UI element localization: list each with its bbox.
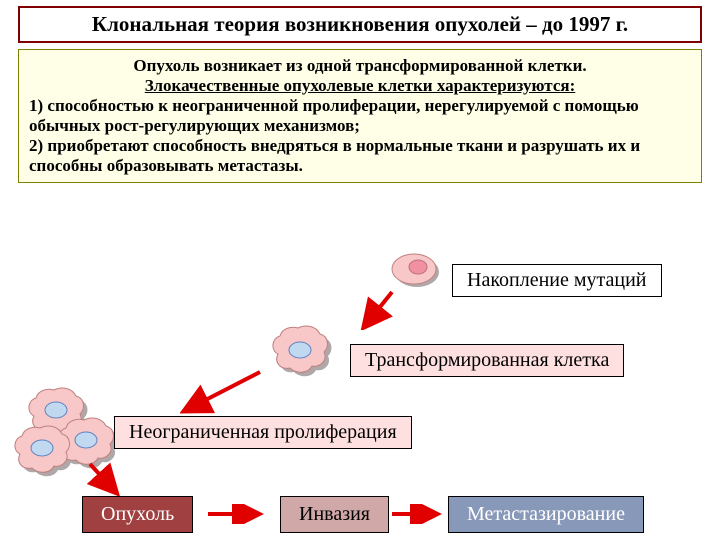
label-proliferation-text: Неограниченная пролиферация	[129, 421, 397, 443]
arrow-5	[388, 504, 442, 524]
label-mutation-text: Накопление мутаций	[467, 269, 647, 291]
final-tumor: Опухоль	[82, 496, 193, 533]
cell-stage1	[388, 250, 442, 290]
final-invasion-text: Инвазия	[299, 503, 370, 525]
final-metastasis-text: Метастазирование	[467, 503, 625, 525]
title-text: Клональная теория возникновения опухолей…	[92, 12, 628, 36]
intro-lead: Опухоль возникает из одной трансформиров…	[29, 56, 691, 76]
final-tumor-text: Опухоль	[101, 503, 174, 525]
intro-box: Опухоль возникает из одной трансформиров…	[18, 49, 702, 183]
intro-item-1: 1) способностью к неограниченной пролифе…	[29, 96, 691, 136]
intro-item-2: 2) приобретают способность внедряться в …	[29, 136, 691, 176]
cell-stage2	[268, 322, 338, 382]
label-mutation: Накопление мутаций	[452, 264, 662, 297]
arrow-4	[204, 504, 264, 524]
intro-sub: Злокачественные опухолевые клетки характ…	[29, 76, 691, 96]
title-box: Клональная теория возникновения опухолей…	[18, 6, 702, 43]
label-proliferation: Неограниченная пролиферация	[114, 416, 412, 449]
final-invasion: Инвазия	[280, 496, 389, 533]
label-transformed-text: Трансформированная клетка	[365, 349, 609, 371]
arrow-2	[180, 366, 268, 416]
final-metastasis: Метастазирование	[448, 496, 644, 533]
arrow-3	[82, 460, 122, 496]
arrow-1	[360, 286, 400, 330]
label-transformed: Трансформированная клетка	[350, 344, 624, 377]
